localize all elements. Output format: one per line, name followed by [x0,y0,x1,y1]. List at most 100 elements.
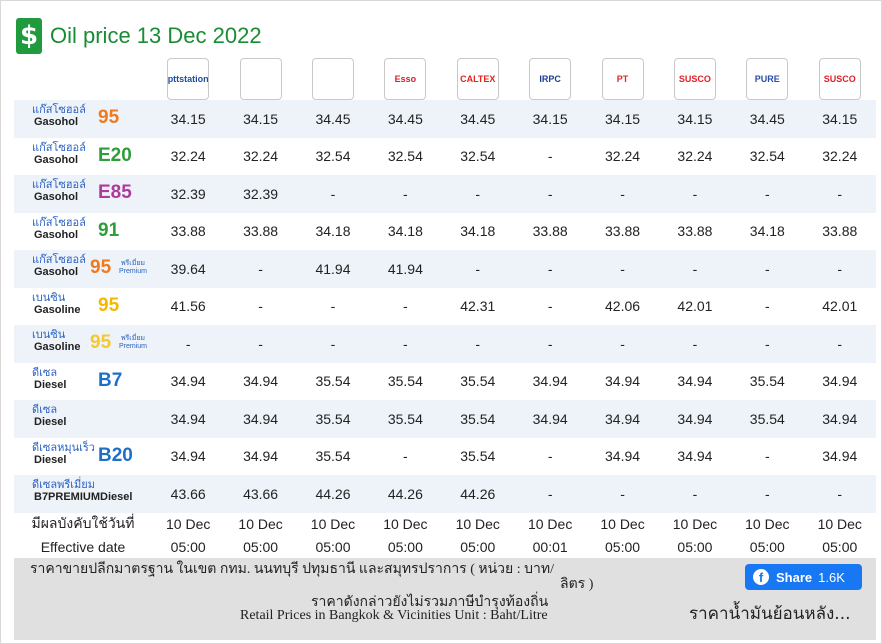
price-cell: 44.26 [369,475,442,513]
station-header: SUSCO [659,58,731,100]
fuel-name-th: ดีเซลหมุนเร็ว [32,441,95,454]
price-cell: 35.54 [369,400,442,438]
price-cell: 35.54 [315,448,351,465]
price-cell: 32.24 [170,148,206,165]
station-header: Esso [369,58,441,100]
fuel-label: ดีเซล Diesel B7 [14,363,152,401]
price-cell: 42.06 [605,298,641,315]
effective-time-cell: 05:00 [677,539,713,555]
corner-cell [14,58,152,100]
effective-date-cell: 10 Dec [455,516,500,532]
fuel-row: แก๊สโซฮอล์ Gasohol 95 34.15 34.15 34.45 34.45 3… [14,100,876,138]
station-logo-caption: Esso [394,74,417,84]
fuel-label: เบนซิน Gasoline 95 พรีเมี่ยม Premium [14,325,152,363]
price-cell: 35.54 [315,373,351,390]
price-cell: 34.15 [803,100,876,138]
effective-date-cell: 10 Dec [238,516,283,532]
fuel-name-th: แก๊สโซฮอล์ [32,141,86,154]
price-cell: - [513,175,587,213]
fuel-grade: 95 [98,294,120,316]
price-cell: - [441,175,514,213]
station-logo-caption: CALTEX [460,74,496,84]
fuel-label: แก๊สโซฮอล์ Gasohol 91 [14,213,152,251]
footer: ราคาขายปลีกมาตรฐาน ในเขต กทม. นนทบุรี ปท… [14,558,876,640]
price-cell: - [403,448,408,465]
price-cell: 34.94 [243,373,279,390]
station-logo-icon [311,58,354,100]
price-cell: 33.88 [677,223,713,240]
effective-date-cell: 10 Dec [166,516,211,532]
price-cell: - [803,250,876,288]
fuel-row: ดีเซลพรีเมี่ยม B7PREMIUMDiesel 43.66 43.66 4… [14,475,876,513]
price-cell: 34.18 [749,223,785,240]
price-history-link[interactable]: ราคาน้ำมันย้อนหลัง... [689,604,851,624]
price-cell: - [547,148,553,165]
price-cell: - [224,325,297,363]
fuel-name-en: Gasoline [34,341,81,353]
price-cell: 33.88 [170,223,206,240]
fuel-name-en: Diesel [34,378,67,391]
price-cell: 35.54 [731,400,804,438]
fuel-row: ดีเซล Diesel 34.94 34.94 35.54 35.54 35.54 34.9… [14,400,876,438]
effective-date-cell: 10 Dec [310,516,356,532]
price-cell: - [731,175,804,213]
share-count: 1.6K [818,569,845,585]
price-cell: 35.54 [441,400,514,438]
price-cell: - [586,175,659,213]
price-cell: 42.01 [822,298,858,315]
price-cell: 32.24 [243,148,279,165]
price-cell: 34.15 [586,100,659,138]
effective-date-cell: 10 Dec [817,516,862,532]
price-cell: 32.24 [605,148,641,165]
facebook-share-button[interactable]: f Share 1.6K [745,564,862,590]
price-cell: 34.94 [658,400,732,438]
fuel-name-th: แก๊สโซฮอล์ [32,254,86,266]
price-cell: - [586,475,659,513]
price-cell: 35.54 [296,400,370,438]
price-cell: 34.94 [513,400,587,438]
price-cell: 33.88 [532,223,568,240]
station-logo-icon: PURE [746,58,789,100]
price-cell: 34.94 [586,400,659,438]
price-cell: - [513,250,587,288]
fuel-grade: 95 [90,257,112,278]
price-table: pttstation Esso CALTEX IRPC PT SUSCO PURE SUSCO… [14,58,876,559]
fuel-grade: E85 [98,182,132,203]
fuel-grade: E20 [98,144,132,166]
price-cell: 34.45 [369,100,442,138]
price-cell: 35.54 [749,373,785,390]
effective-time-cell: 05:00 [460,539,496,555]
effective-date-cell: 10 Dec [600,516,645,532]
price-cell: - [369,175,442,213]
price-cell: - [803,175,876,213]
price-cell: 34.94 [152,400,225,438]
price-cell: 34.94 [822,448,858,465]
price-cell: - [224,250,297,288]
price-cell: 32.54 [460,148,496,165]
price-cell: - [764,298,770,315]
effective-time-cell: 00:01 [532,539,568,555]
price-cell: 35.54 [460,373,496,390]
price-cell: 32.54 [749,148,785,165]
price-cell: 34.15 [658,100,732,138]
fuel-name-th: แก๊สโซฮอล์ [32,216,86,229]
price-cell: 42.31 [460,298,496,315]
title-bar: $ Oil price 13 Dec 2022 [16,16,262,56]
fuel-name-th: ดีเซลพรีเมี่ยม [32,479,95,491]
fuel-grade: B7 [98,369,123,391]
station-logo-icon: CALTEX [456,58,499,100]
price-cell: - [441,325,514,363]
price-cell: 39.64 [152,250,225,288]
price-cell: - [296,175,370,213]
price-cell: 34.94 [677,448,713,465]
station-header: IRPC [514,58,586,100]
price-cell: 34.45 [441,100,514,138]
price-cell: 34.94 [605,373,641,390]
effective-date-cell: 10 Dec [383,516,428,532]
effective-date-cell: 10 Dec [672,516,718,532]
fuel-name-en: Gasohol [34,228,79,241]
price-cell: 33.88 [243,223,279,240]
price-cell: - [330,298,336,315]
effective-time-cell: 05:00 [822,539,858,555]
price-cell: 43.66 [152,475,225,513]
